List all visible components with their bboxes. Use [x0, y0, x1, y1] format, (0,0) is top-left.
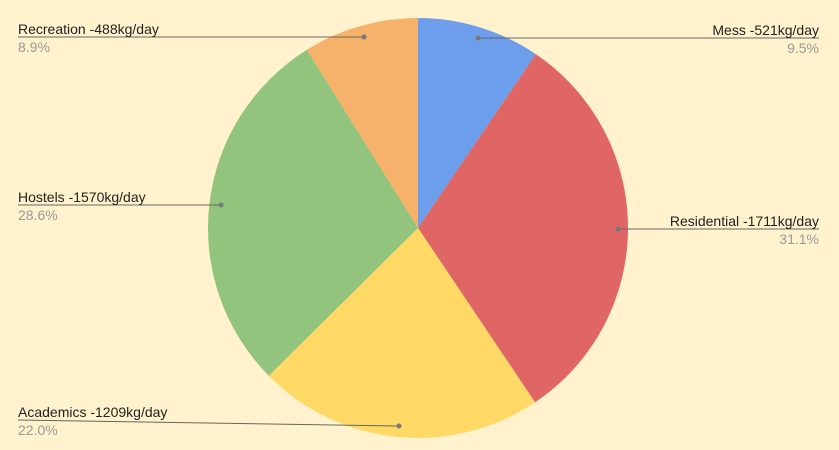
slice-label-residential: Residential -1711kg/day — [669, 213, 819, 229]
leader-dot-mess — [475, 35, 481, 41]
pie-slice-hostels[interactable] — [207, 49, 418, 376]
slice-label-recreation: Recreation -488kg/day — [18, 21, 159, 37]
leader-dot-hostels — [218, 202, 224, 208]
slice-percent-recreation: 8.9% — [18, 39, 50, 55]
pie-slice-academics[interactable] — [268, 228, 536, 439]
slice-label-mess: Mess -521kg/day — [712, 22, 819, 38]
slice-label-academics: Academics -1209kg/day — [18, 404, 168, 420]
slice-percent-mess: 9.5% — [787, 40, 819, 56]
slice-label-hostels: Hostels -1570kg/day — [18, 189, 146, 205]
slice-percent-residential: 31.1% — [779, 231, 819, 247]
leader-dot-recreation — [361, 34, 367, 40]
pie-slice-residential[interactable] — [418, 54, 628, 403]
slice-percent-hostels: 28.6% — [18, 207, 58, 223]
slice-percent-academics: 22.0% — [18, 422, 58, 438]
pie-slice-mess[interactable] — [418, 18, 536, 228]
leader-dot-academics — [396, 423, 402, 429]
pie-slice-recreation[interactable] — [306, 17, 418, 228]
leader-dot-residential — [615, 226, 621, 232]
leader-line-academics — [17, 419, 400, 427]
